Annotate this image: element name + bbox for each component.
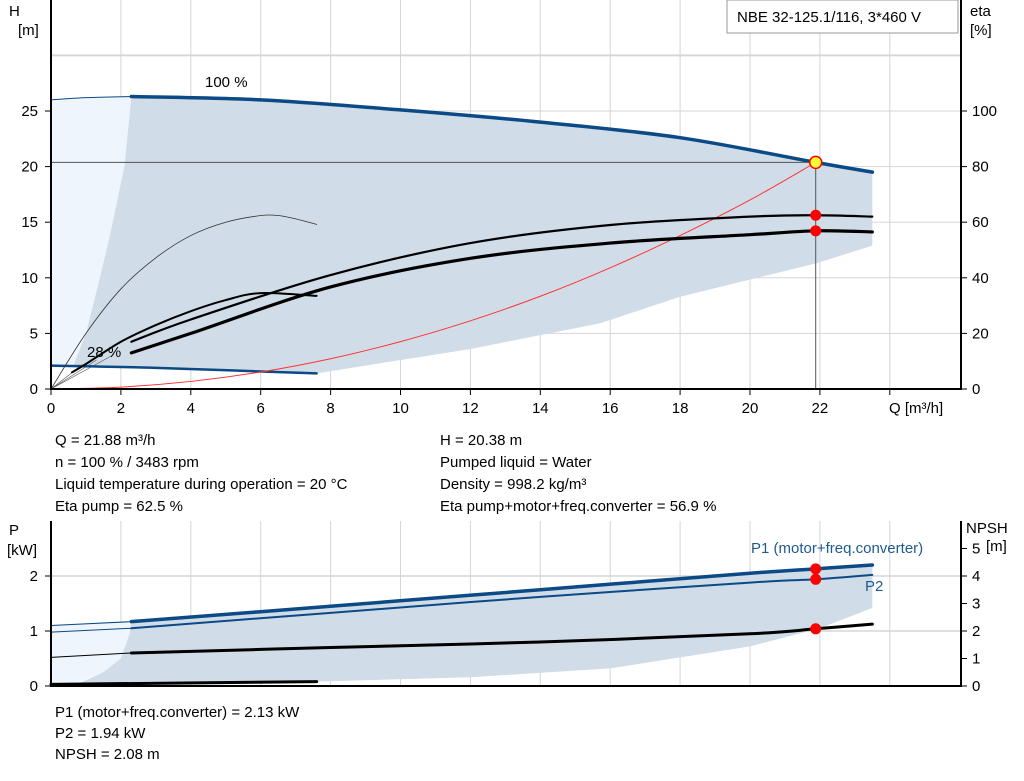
curve-p-28 bbox=[49, 680, 319, 686]
q-tick-label: 0 bbox=[47, 400, 55, 417]
dark-range-area bbox=[79, 565, 873, 684]
q-tick-label: 18 bbox=[672, 400, 689, 417]
p2-point bbox=[810, 573, 822, 585]
npsh-axis-label: NPSH bbox=[966, 520, 1008, 537]
q-tick-label: 16 bbox=[602, 400, 619, 417]
info-q: Q = 21.88 m³/h bbox=[55, 432, 155, 449]
q-axis-label: Q [m³/h] bbox=[889, 400, 943, 417]
p1-series-label: P1 (motor+freq.converter) bbox=[751, 540, 923, 557]
h-tick-label: 10 bbox=[21, 270, 38, 287]
curve-eta-total bbox=[129, 229, 874, 355]
q-tick-label: 14 bbox=[532, 400, 549, 417]
bottom-axes: 0 1 2 0 1 2 3 4 5 bbox=[30, 521, 980, 695]
info-npsh: NPSH = 2.08 m bbox=[55, 746, 160, 763]
q-tick-label: 2 bbox=[117, 400, 125, 417]
eta-tick-label: 0 bbox=[972, 381, 980, 398]
light-range-area bbox=[51, 621, 132, 685]
npsh-tick-label: 3 bbox=[972, 596, 980, 613]
p-tick-label: 2 bbox=[30, 568, 38, 585]
curve-p1 bbox=[129, 563, 875, 624]
npsh-tick-label: 2 bbox=[972, 623, 980, 640]
info-speed: n = 100 % / 3483 rpm bbox=[55, 454, 199, 471]
p-axis-unit: [kW] bbox=[7, 542, 37, 559]
info-p1: P1 (motor+freq.converter) = 2.13 kW bbox=[55, 704, 300, 721]
h-tick-label: 15 bbox=[21, 214, 38, 231]
title-box: NBE 32-125.1/116, 3*460 V bbox=[726, 0, 959, 34]
h-axis-unit: [m] bbox=[18, 22, 39, 39]
info-h: H = 20.38 m bbox=[440, 432, 522, 449]
eta-axis-unit: [%] bbox=[970, 22, 992, 39]
p2-series-label: P2 bbox=[865, 578, 883, 595]
curve-p1-ext bbox=[50, 621, 132, 626]
eta-axis-label: eta bbox=[970, 3, 992, 20]
curve-eta-pump-28 bbox=[70, 291, 318, 374]
npsh-tick-label: 1 bbox=[972, 651, 980, 668]
curve-thin-curve bbox=[50, 214, 318, 390]
info-top: Q = 21.88 m³/h n = 100 % / 3483 rpm Liqu… bbox=[55, 432, 716, 515]
info-temperature: Liquid temperature during operation = 20… bbox=[55, 476, 348, 493]
info-eta-total: Eta pump+motor+freq.converter = 56.9 % bbox=[440, 498, 716, 515]
q-tick-label: 6 bbox=[257, 400, 265, 417]
eta-tick-label: 80 bbox=[972, 159, 989, 176]
curve-eta-pump bbox=[130, 214, 874, 343]
eta-tick-label: 60 bbox=[972, 214, 989, 231]
q-tick-label: 20 bbox=[742, 400, 759, 417]
curve-p2-ext bbox=[50, 627, 132, 633]
eta-tick-label: 20 bbox=[972, 325, 989, 342]
npsh-point bbox=[810, 623, 822, 635]
top-curves bbox=[49, 94, 875, 390]
curve-h100 bbox=[129, 94, 875, 174]
h-axis-label: H bbox=[9, 3, 20, 20]
info-density: Density = 998.2 kg/m³ bbox=[440, 476, 586, 493]
curve-system bbox=[50, 161, 817, 390]
curve-p2 bbox=[130, 573, 874, 630]
top-axes: 0 2 4 6 8 10 12 14 16 18 20 22 0 5 10 15 20 25 0 20 40 60 80 10… bbox=[21, 0, 997, 417]
curve-h100-ext bbox=[50, 96, 132, 101]
info-eta-pump: Eta pump = 62.5 % bbox=[55, 498, 183, 515]
p-tick-label: 1 bbox=[30, 623, 38, 640]
q-tick-label: 8 bbox=[326, 400, 334, 417]
npsh-tick-label: 4 bbox=[972, 568, 980, 585]
curve-npsh bbox=[129, 622, 874, 655]
p1-point bbox=[810, 563, 822, 575]
q-tick-label: 10 bbox=[392, 400, 409, 417]
light-range-area bbox=[51, 96, 132, 367]
eta-tick-label: 100 bbox=[972, 103, 997, 120]
speed-label-28: 28 % bbox=[87, 344, 121, 361]
bottom-operating-range bbox=[51, 565, 873, 685]
h-tick-label: 0 bbox=[30, 381, 38, 398]
p-axis-label: P bbox=[9, 522, 19, 539]
eta-tick-label: 40 bbox=[972, 270, 989, 287]
h-tick-label: 5 bbox=[30, 325, 38, 342]
origin-guide-line bbox=[50, 354, 115, 390]
title-text: NBE 32-125.1/116, 3*460 V bbox=[737, 9, 921, 26]
bottom-curves bbox=[49, 563, 875, 686]
origin-guide-line bbox=[50, 359, 97, 390]
q-tick-label: 12 bbox=[462, 400, 479, 417]
p-tick-label: 0 bbox=[30, 678, 38, 695]
speed-label-100: 100 % bbox=[205, 74, 248, 91]
info-liquid: Pumped liquid = Water bbox=[440, 454, 592, 471]
h-tick-label: 20 bbox=[21, 159, 38, 176]
curve-h28 bbox=[49, 364, 318, 375]
npsh-axis-unit: [m] bbox=[986, 538, 1007, 555]
npsh-tick-label: 5 bbox=[972, 541, 980, 558]
info-p2: P2 = 1.94 kW bbox=[55, 725, 146, 742]
npsh-tick-label: 0 bbox=[972, 678, 980, 695]
h-tick-label: 25 bbox=[21, 103, 38, 120]
eta-pump-point bbox=[810, 209, 822, 221]
duty-point bbox=[808, 155, 823, 170]
curve-npsh-ext bbox=[50, 652, 132, 658]
info-bottom: P1 (motor+freq.converter) = 2.13 kW P2 =… bbox=[55, 704, 300, 763]
eta-total-point bbox=[810, 225, 822, 237]
q-tick-label: 22 bbox=[812, 400, 829, 417]
q-tick-label: 4 bbox=[187, 400, 195, 417]
